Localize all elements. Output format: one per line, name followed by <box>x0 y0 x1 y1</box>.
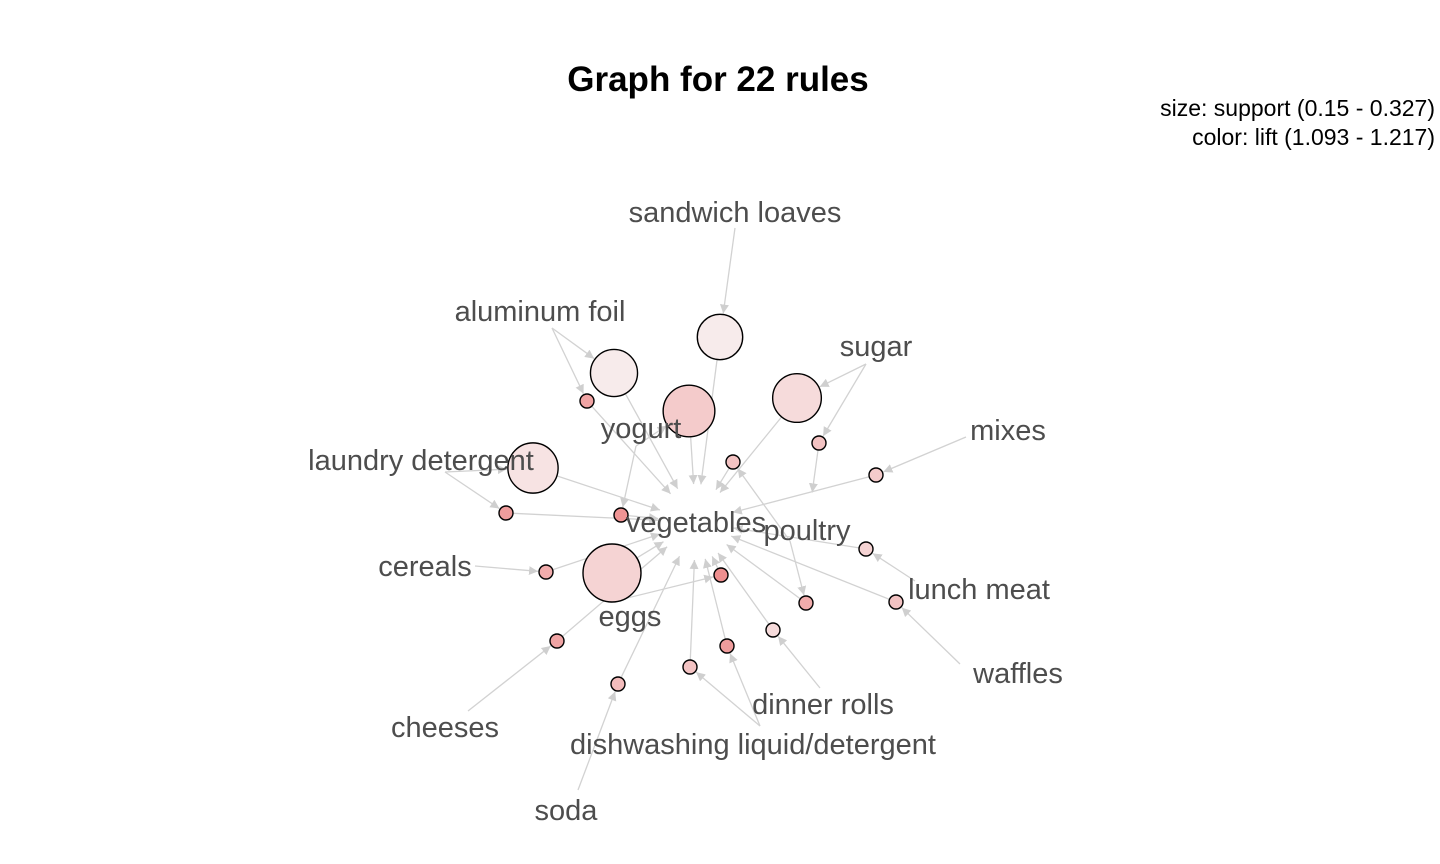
edge-yogurt-to-rule <box>620 445 637 508</box>
legend-color: color: lift (1.093 - 1.217) <box>1192 124 1435 150</box>
item-label-mixes: mixes <box>970 415 1046 447</box>
edge-rule-to-vegetables <box>719 416 783 493</box>
item-label-waffles: waffles <box>972 658 1063 690</box>
edge-sugar-to-rule <box>822 363 867 437</box>
rule-node-4[interactable] <box>662 384 716 438</box>
edge-sugar-to-rule <box>819 363 867 388</box>
rule-node-16[interactable] <box>798 595 814 611</box>
item-label-eggs: eggs <box>599 601 662 633</box>
edge-dishwashing-to-rule <box>695 671 761 727</box>
edge-rule-to-vegetables <box>733 524 860 549</box>
edge-aluminum_foil-to-rule <box>551 327 595 360</box>
rule-node-18[interactable] <box>765 622 781 638</box>
edge-laundry_detergent-to-rule <box>444 471 500 510</box>
edge-rule-to-vegetables <box>556 475 661 512</box>
rule-node-15[interactable] <box>888 594 904 610</box>
item-label-yogurt: yogurt <box>601 413 682 445</box>
legend-size: size: support (0.15 - 0.327) <box>1160 95 1435 121</box>
edge-rule-to-vegetables <box>732 476 870 515</box>
graph-title: Graph for 22 rules <box>567 60 868 99</box>
edge-cheeses-to-rule <box>467 645 552 712</box>
rule-node-1[interactable] <box>696 313 744 361</box>
rule-node-6[interactable] <box>811 435 827 451</box>
rule-node-10[interactable] <box>725 454 741 470</box>
edge-rule-to-vegetables <box>731 535 890 601</box>
edge-rule-to-vegetables <box>688 436 698 485</box>
rule-node-3[interactable] <box>579 393 595 409</box>
item-label-laundry-detergent: laundry detergent <box>308 445 534 477</box>
edge-rule-to-vegetables <box>624 393 679 490</box>
rule-node-14[interactable] <box>858 541 874 557</box>
edge-dishwashing-to-rule <box>729 653 761 727</box>
edge-rule-to-vegetables <box>726 544 801 600</box>
edge-poultry-to-rule <box>789 540 807 596</box>
rule-node-13[interactable] <box>582 543 642 603</box>
item-label-sandwich-loaves: sandwich loaves <box>629 197 842 229</box>
item-label-poultry: poultry <box>763 515 851 547</box>
rule-node-11[interactable] <box>868 467 884 483</box>
item-label-aluminum-foil: aluminum foil <box>455 296 626 328</box>
rule-node-9[interactable] <box>613 507 629 523</box>
edge-yogurt-to-rule <box>635 425 667 447</box>
edge-rule-to-vegetables <box>715 467 730 490</box>
item-label-vegetables: vegetables <box>626 507 766 539</box>
edge-dinner_rolls-to-rule <box>777 635 821 689</box>
edge-rule-to-vegetables <box>717 552 770 625</box>
edge-laundry_detergent-to-rule <box>444 465 507 475</box>
edge-sandwich_loaves-to-rule <box>719 227 736 314</box>
rule-node-layer <box>498 313 904 692</box>
rule-node-21[interactable] <box>682 659 698 675</box>
item-label-soda: soda <box>535 795 599 827</box>
edge-cereals-to-rule <box>474 565 539 576</box>
rule-node-12[interactable] <box>538 564 554 580</box>
rule-node-5[interactable] <box>771 372 823 424</box>
item-label-cheeses: cheeses <box>391 712 499 744</box>
edge-mixes-to-rule <box>883 436 967 473</box>
rule-node-8[interactable] <box>498 505 514 521</box>
edge-rule-to-vegetables <box>703 558 726 640</box>
edge-aluminum_foil-to-rule <box>551 327 585 395</box>
edge-rule-to-vegetables <box>512 512 659 525</box>
edge-lunch_meat-to-rule <box>872 552 916 582</box>
rule-node-7[interactable] <box>507 442 559 494</box>
edge-rule-to-vegetables <box>620 555 681 678</box>
rule-node-19[interactable] <box>719 638 735 654</box>
edge-rule-to-vegetables <box>711 556 721 569</box>
edge-rule-to-vegetables <box>636 541 664 559</box>
item-label-cereals: cereals <box>378 551 472 583</box>
rule-node-20[interactable] <box>713 567 729 583</box>
rule-node-2[interactable] <box>589 348 639 398</box>
edge-layer <box>444 227 967 791</box>
edge-rule-to-vegetables <box>591 405 672 495</box>
edge-rule-to-vegetables <box>627 513 659 523</box>
edge-rule-to-poultry <box>808 449 819 493</box>
rule-node-17[interactable] <box>549 633 565 649</box>
item-label-sugar: sugar <box>840 331 913 363</box>
item-label-lunch-meat: lunch meat <box>908 574 1050 606</box>
edge-waffles-to-rule <box>901 607 961 665</box>
item-label-dinner-rolls: dinner rolls <box>752 689 894 721</box>
rule-node-22[interactable] <box>610 676 626 692</box>
edge-rule-to-vegetables <box>689 559 699 661</box>
edge-soda-to-rule <box>577 691 617 791</box>
item-label-dishwashing: dishwashing liquid/detergent <box>570 729 936 761</box>
